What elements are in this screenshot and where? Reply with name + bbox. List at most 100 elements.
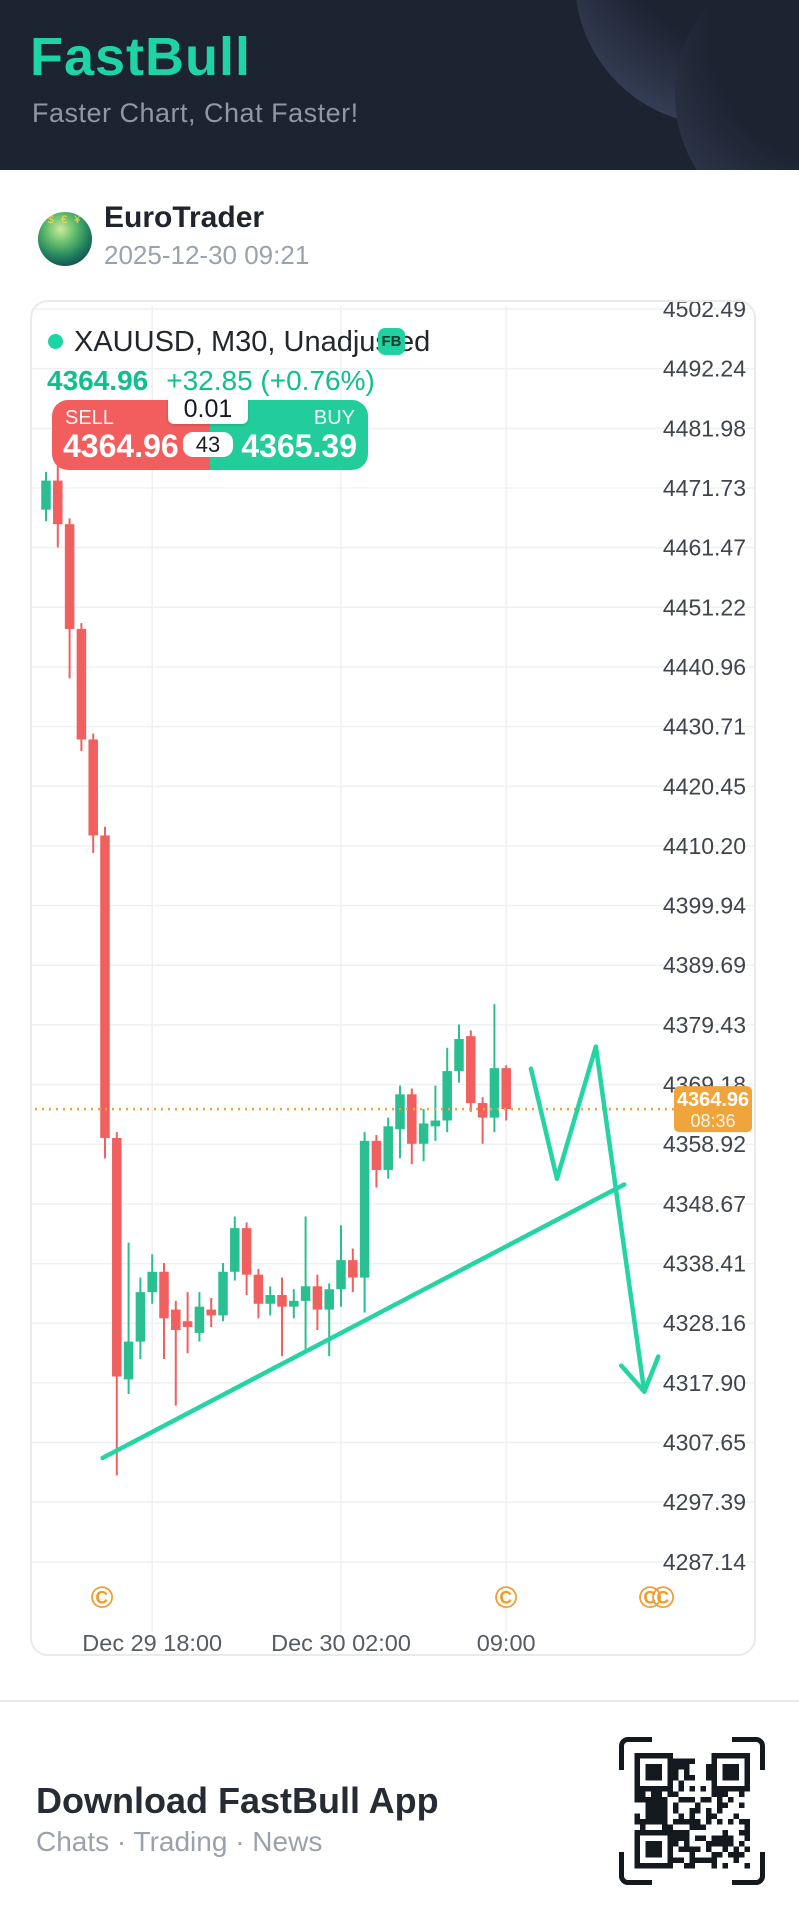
symbol-status-dot-icon bbox=[48, 334, 63, 349]
y-axis-label: 4338.41 bbox=[663, 1251, 746, 1277]
candle-body bbox=[100, 835, 110, 1138]
last-price: 4364.96 bbox=[47, 365, 149, 396]
candle-body bbox=[489, 1068, 500, 1118]
x-axis-label: Dec 29 18:00 bbox=[82, 1630, 222, 1654]
candle-body bbox=[477, 1103, 488, 1118]
candle-body bbox=[430, 1120, 441, 1127]
candle-body bbox=[135, 1292, 146, 1342]
current-price-time: 08:36 bbox=[690, 1111, 735, 1131]
lot-size-field[interactable]: 0.01 bbox=[168, 394, 248, 424]
buy-button[interactable]: BUY 4365.39 bbox=[210, 400, 368, 470]
candle-body bbox=[218, 1271, 228, 1316]
y-axis-label: 4389.69 bbox=[663, 952, 746, 978]
buy-price: 4365.39 bbox=[241, 428, 357, 464]
fastbull-logo: FastBull bbox=[30, 27, 252, 87]
sell-label: SELL bbox=[65, 407, 114, 429]
candle-body bbox=[383, 1126, 393, 1170]
copyright-watermark-icon: © bbox=[652, 1580, 675, 1615]
y-axis-label: 4502.49 bbox=[663, 302, 746, 322]
y-axis-label: 4461.47 bbox=[663, 535, 746, 561]
footer-title: Download FastBull App bbox=[36, 1780, 439, 1821]
sell-button[interactable]: SELL 4364.96 bbox=[52, 400, 210, 470]
current-price-badge bbox=[674, 1086, 752, 1133]
footer-divider bbox=[0, 1700, 799, 1702]
y-axis-label: 4451.22 bbox=[663, 594, 746, 620]
candle-body bbox=[123, 1341, 134, 1380]
fb-brand-badge: FB bbox=[378, 328, 405, 355]
qr-corner-icon bbox=[732, 1737, 765, 1770]
candle-body bbox=[194, 1306, 205, 1333]
zigzag-annotation[interactable] bbox=[528, 1044, 647, 1394]
y-axis-label: 4287.14 bbox=[663, 1549, 746, 1575]
candle-body bbox=[407, 1094, 417, 1144]
y-axis-label: 4430.71 bbox=[663, 714, 746, 740]
candle-body bbox=[324, 1289, 334, 1310]
copyright-watermark-icon: © bbox=[639, 1580, 662, 1615]
y-axis-label: 4379.43 bbox=[663, 1012, 746, 1038]
y-axis-label: 4297.39 bbox=[663, 1489, 746, 1515]
qr-pattern bbox=[634, 1753, 750, 1869]
y-axis-label: 4317.90 bbox=[663, 1370, 746, 1396]
y-axis-label: 4471.73 bbox=[663, 475, 746, 501]
candle-body bbox=[312, 1286, 323, 1310]
candle-body bbox=[182, 1321, 193, 1328]
price-change: +32.85 (+0.76%) bbox=[166, 365, 375, 396]
price-chart-canvas[interactable]: 4502.49 4492.24 4481.98 4471.73 4461.47 4451.… bbox=[32, 302, 754, 1654]
candle-body bbox=[371, 1140, 382, 1170]
post-timestamp: 2025-12-30 09:21 bbox=[104, 240, 310, 270]
currency-symbols-icon: $ € ¥ bbox=[47, 214, 83, 226]
qr-corner-icon bbox=[732, 1852, 765, 1885]
candle-body bbox=[442, 1071, 452, 1121]
avatar: $ € ¥ bbox=[38, 212, 92, 266]
y-axis-label: 4399.94 bbox=[663, 893, 746, 919]
candle-body bbox=[501, 1068, 511, 1110]
candle-body bbox=[159, 1271, 169, 1319]
candle-body bbox=[300, 1286, 311, 1301]
candle-body bbox=[265, 1295, 275, 1304]
candle-body bbox=[53, 480, 63, 525]
candle-body bbox=[147, 1271, 157, 1293]
current-price-value: 4364.96 bbox=[677, 1089, 749, 1111]
candle-body bbox=[336, 1260, 346, 1290]
user-row: $ € ¥ EuroTrader 2025-12-30 09:21 bbox=[0, 170, 799, 300]
y-axis-label: 4492.24 bbox=[663, 356, 746, 382]
candle-body bbox=[112, 1137, 122, 1377]
candle-body bbox=[454, 1039, 464, 1072]
trendline-annotation[interactable] bbox=[100, 1182, 627, 1461]
price-row: 4364.96 +32.85 (+0.76%) bbox=[47, 365, 375, 397]
candle-body bbox=[418, 1123, 429, 1144]
candle-body bbox=[41, 480, 51, 510]
x-axis-label: 09:00 bbox=[477, 1630, 536, 1654]
candle-body bbox=[348, 1260, 358, 1278]
candle-body bbox=[289, 1300, 299, 1307]
y-axis-label: 4410.20 bbox=[663, 833, 746, 859]
copyright-watermark-icon: © bbox=[91, 1580, 114, 1615]
qr-corner-icon bbox=[619, 1737, 652, 1770]
candle-body bbox=[241, 1228, 252, 1275]
download-qr-code bbox=[619, 1737, 765, 1885]
candle-body bbox=[64, 524, 75, 629]
candle-body bbox=[253, 1274, 264, 1304]
y-axis-label: 4420.45 bbox=[663, 773, 746, 799]
y-axis-label: 4328.16 bbox=[663, 1310, 746, 1336]
sell-price: 4364.96 bbox=[63, 428, 179, 464]
candle-body bbox=[76, 628, 87, 740]
candle-body bbox=[466, 1036, 476, 1104]
y-axis-label: 4358.92 bbox=[663, 1131, 746, 1157]
candle-body bbox=[359, 1140, 370, 1278]
footer-subtitle: Chats · Trading · News bbox=[36, 1826, 323, 1857]
candle-body bbox=[277, 1295, 287, 1307]
chart-card: 4502.49 4492.24 4481.98 4471.73 4461.47 4451.… bbox=[30, 300, 756, 1656]
spread-value: 43 bbox=[183, 432, 233, 457]
candle-body bbox=[206, 1309, 216, 1316]
sell-buy-widget: SELL 4364.96 BUY 4365.39 0.01 43 bbox=[52, 394, 368, 470]
candle-body bbox=[395, 1094, 405, 1130]
candle-body bbox=[230, 1228, 240, 1272]
y-axis-label: 4440.96 bbox=[663, 654, 746, 680]
qr-corner-icon bbox=[619, 1852, 652, 1885]
user-name: EuroTrader bbox=[104, 201, 265, 234]
y-axis-label: 4307.65 bbox=[663, 1430, 746, 1456]
copyright-watermark-icon: © bbox=[495, 1580, 518, 1615]
candle-body bbox=[88, 739, 98, 836]
